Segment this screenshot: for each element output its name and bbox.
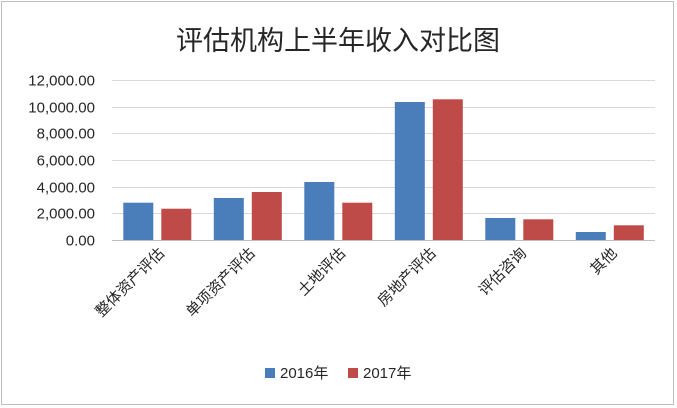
legend: 2016年 2017年	[265, 365, 411, 382]
y-tick-label: 6,000.00	[37, 153, 95, 170]
y-tick-label: 12,000.00	[28, 73, 95, 90]
gridlines	[112, 80, 655, 241]
bar-series-1-5	[485, 218, 516, 240]
bar-series-2-1	[161, 208, 192, 240]
bar-series-2-4	[432, 99, 463, 240]
x-category-label: 整体资产评估	[92, 244, 168, 320]
bar-series-2-3	[342, 202, 373, 240]
x-axis-categories: 整体资产评估 单项资产评估 土地评估 房地产评估 评估咨询 其他	[92, 244, 621, 320]
legend-label: 2016年	[280, 365, 328, 382]
y-tick-label: 8,000.00	[37, 126, 95, 143]
chart-title: 评估机构上半年收入对比图	[176, 26, 500, 57]
y-tick-label: 2,000.00	[37, 206, 95, 223]
bars	[123, 99, 644, 240]
x-category-label: 评估咨询	[475, 244, 530, 299]
y-tick-label: 10,000.00	[28, 100, 95, 117]
x-category-label: 房地产评估	[374, 244, 440, 310]
bar-series-1-4	[394, 102, 425, 240]
bar-series-1-1	[123, 202, 154, 240]
x-category-label: 单项资产评估	[182, 244, 258, 320]
bar-series-1-3	[304, 182, 335, 240]
y-tick-label: 0.00	[66, 233, 95, 250]
bar-series-1-2	[213, 198, 244, 240]
y-axis-ticks: 0.00 2,000.00 4,000.00 6,000.00 8,000.00 10,0…	[28, 73, 95, 250]
bar-series-2-2	[251, 192, 282, 240]
legend-label: 2017年	[363, 365, 411, 382]
bar-series-2-6	[613, 225, 644, 240]
x-category-label: 土地评估	[294, 244, 349, 299]
bar-series-1-6	[575, 232, 606, 240]
bar-series-2-5	[523, 219, 554, 240]
y-tick-label: 4,000.00	[37, 180, 95, 197]
x-category-label: 其他	[587, 244, 621, 278]
legend-swatch	[348, 368, 358, 378]
legend-swatch	[265, 368, 275, 378]
